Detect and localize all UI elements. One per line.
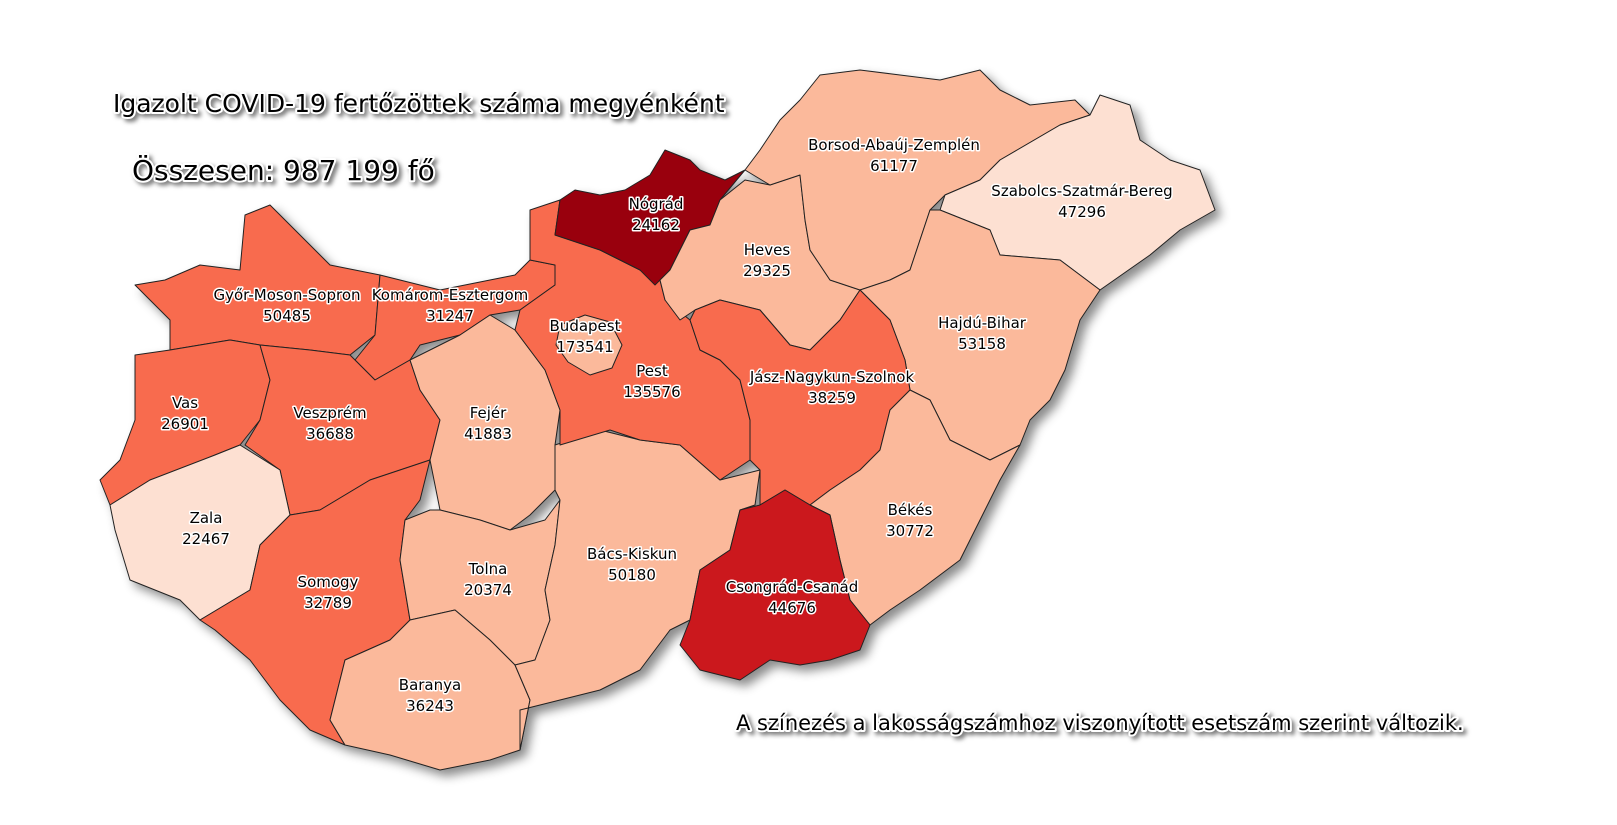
county-cases-label: 31247 (426, 307, 474, 325)
county-fejer (409, 314, 561, 531)
county-budapest (555, 314, 623, 376)
county-cases-label: 47296 (1058, 203, 1106, 221)
county-cases-label: 38259 (808, 389, 856, 407)
color-note: A színezés a lakosságszámhoz viszonyítot… (736, 711, 1464, 735)
county-name-label: Borsod-Abaúj-Zemplén (808, 136, 980, 154)
county-cases-label: 30772 (886, 522, 934, 540)
county-cases-label: 29325 (743, 262, 791, 280)
county-cases-label: 135576 (623, 383, 680, 401)
county-cases-label: 50180 (608, 566, 656, 584)
county-cases-label: 53158 (958, 335, 1006, 353)
county-name-label: Hajdú-Bihar (938, 314, 1027, 332)
county-cases-label: 61177 (870, 157, 918, 175)
county-name-label: Heves (744, 241, 791, 259)
county-name-label: Komárom-Esztergom (372, 286, 529, 304)
map-title: Igazolt COVID-19 fertőzöttek száma megyé… (113, 89, 725, 118)
county-bacs-kiskun (514, 429, 761, 751)
total-cases: Összesen: 987 199 fő (132, 153, 435, 187)
county-nograd (554, 149, 746, 286)
county-name-label: Nógrád (629, 195, 684, 213)
county-name-label: Bács-Kiskun (587, 545, 677, 563)
county-name-label: Zala (190, 509, 223, 527)
county-name-label: Békés (888, 501, 933, 519)
county-name-label: Szabolcs-Szatmár-Bereg (991, 182, 1172, 200)
county-labels: Győr-Moson-Sopron 50485 Komárom-Esztergom 3… (160, 135, 1175, 717)
county-name-label: Tolna (468, 560, 508, 578)
county-name-label: Somogy (298, 573, 359, 591)
county-gyor-moson-sopron (134, 204, 381, 356)
hungary-county-map (99, 69, 1216, 771)
county-cases-label: 22467 (182, 530, 230, 548)
county-cases-label: 36688 (306, 425, 354, 443)
county-cases-label: 26901 (161, 415, 209, 433)
county-cases-label: 173541 (556, 338, 613, 356)
county-name-label: Veszprém (293, 404, 366, 422)
county-name-label: Baranya (399, 676, 461, 694)
county-csongrad-csanad (679, 489, 871, 681)
county-name-label: Fejér (470, 404, 507, 422)
county-name-label: Budapest (550, 317, 621, 335)
county-cases-label: 41883 (464, 425, 512, 443)
county-name-label: Jász-Nagykun-Szolnok (749, 368, 915, 386)
county-cases-label: 24162 (632, 216, 680, 234)
county-cases-label: 32789 (304, 594, 352, 612)
county-cases-label: 36243 (406, 697, 454, 715)
county-name-label: Csongrád-Csanád (726, 578, 859, 596)
county-cases-label: 50485 (263, 307, 311, 325)
county-cases-label: 44676 (768, 599, 816, 617)
county-name-label: Pest (636, 362, 668, 380)
county-name-label: Vas (172, 394, 198, 412)
county-cases-label: 20374 (464, 581, 512, 599)
county-name-label: Győr-Moson-Sopron (213, 286, 360, 304)
